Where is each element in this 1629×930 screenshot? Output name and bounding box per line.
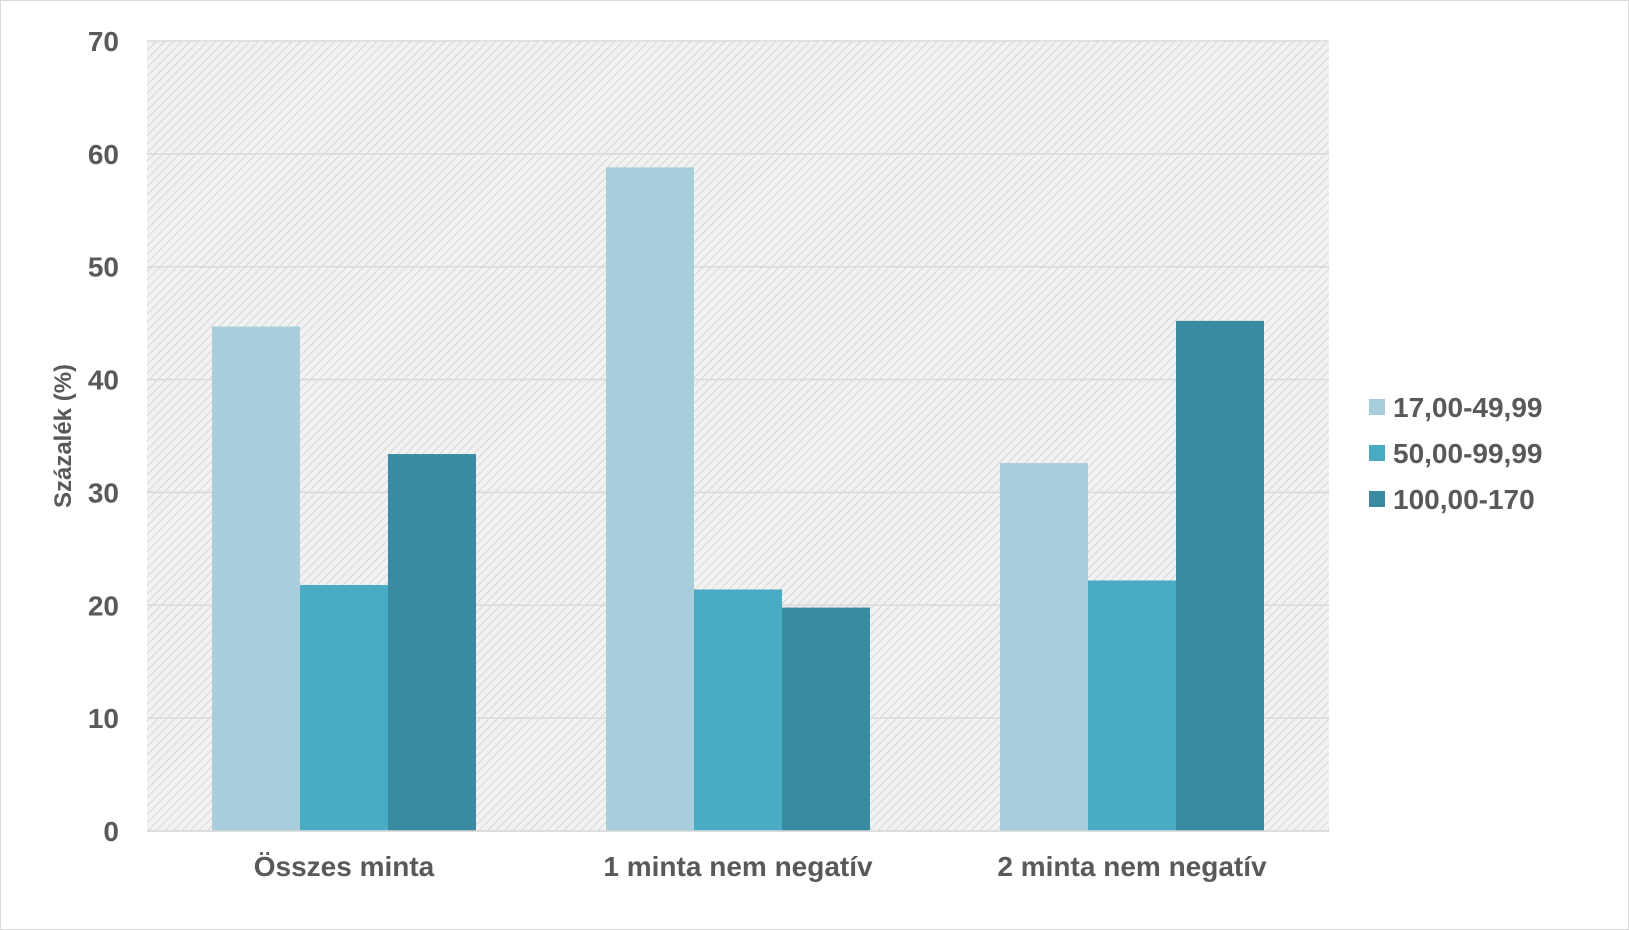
bar — [782, 607, 870, 831]
legend-label: 17,00-49,99 — [1393, 392, 1542, 423]
bar — [606, 167, 694, 831]
y-tick-label: 70 — [88, 26, 119, 57]
legend-swatch — [1369, 399, 1385, 415]
x-category-label: 1 minta nem negatív — [603, 851, 873, 882]
bar — [1176, 320, 1264, 831]
legend-swatch — [1369, 445, 1385, 461]
bar — [1000, 463, 1088, 831]
y-tick-label: 0 — [103, 816, 119, 847]
bars — [212, 167, 1264, 831]
bar — [694, 589, 782, 831]
bar — [300, 584, 388, 831]
y-tick-label: 60 — [88, 139, 119, 170]
bar — [1088, 580, 1176, 831]
y-tick-label: 10 — [88, 703, 119, 734]
legend-swatch — [1369, 491, 1385, 507]
x-category-label: 2 minta nem negatív — [997, 851, 1267, 882]
bar — [212, 326, 300, 831]
y-axis-ticks: 0 10 20 30 40 50 60 70 — [88, 26, 119, 847]
legend-label: 100,00-170 — [1393, 484, 1535, 515]
bar — [388, 454, 476, 831]
y-tick-label: 40 — [88, 365, 119, 396]
y-axis-title: Százalék (%) — [50, 364, 77, 508]
y-tick-label: 20 — [88, 590, 119, 621]
y-tick-label: 30 — [88, 477, 119, 508]
y-tick-label: 50 — [88, 252, 119, 283]
x-axis-categories: Összes minta 1 minta nem negatív 2 minta n… — [254, 851, 1267, 882]
x-category-label: Összes minta — [254, 851, 435, 882]
legend: 17,00-49,99 50,00-99,99 100,00-170 — [1369, 392, 1542, 515]
legend-label: 50,00-99,99 — [1393, 438, 1542, 469]
